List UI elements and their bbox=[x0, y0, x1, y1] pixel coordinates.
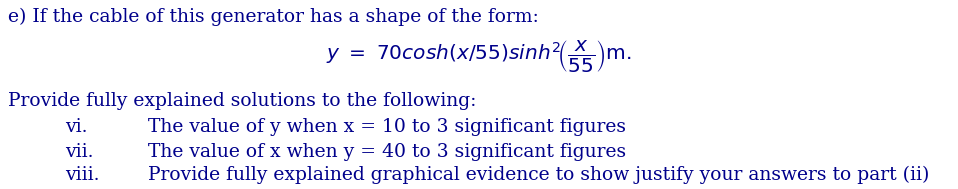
Text: The value of x when y = 40 to 3 significant figures: The value of x when y = 40 to 3 signific… bbox=[148, 143, 627, 161]
Text: viii.: viii. bbox=[65, 166, 100, 184]
Text: Provide fully explained graphical evidence to show justify your answers to part : Provide fully explained graphical eviden… bbox=[148, 166, 929, 184]
Text: $y \ = \ 70\mathit{cosh}(x/55)\mathit{sinh}^2\!\left(\dfrac{x}{55}\right) \mathr: $y \ = \ 70\mathit{cosh}(x/55)\mathit{si… bbox=[327, 38, 631, 74]
Text: The value of y when x = 10 to 3 significant figures: The value of y when x = 10 to 3 signific… bbox=[148, 118, 626, 136]
Text: vi.: vi. bbox=[65, 118, 87, 136]
Text: Provide fully explained solutions to the following:: Provide fully explained solutions to the… bbox=[8, 92, 476, 110]
Text: e) If the cable of this generator has a shape of the form:: e) If the cable of this generator has a … bbox=[8, 8, 538, 26]
Text: vii.: vii. bbox=[65, 143, 94, 161]
